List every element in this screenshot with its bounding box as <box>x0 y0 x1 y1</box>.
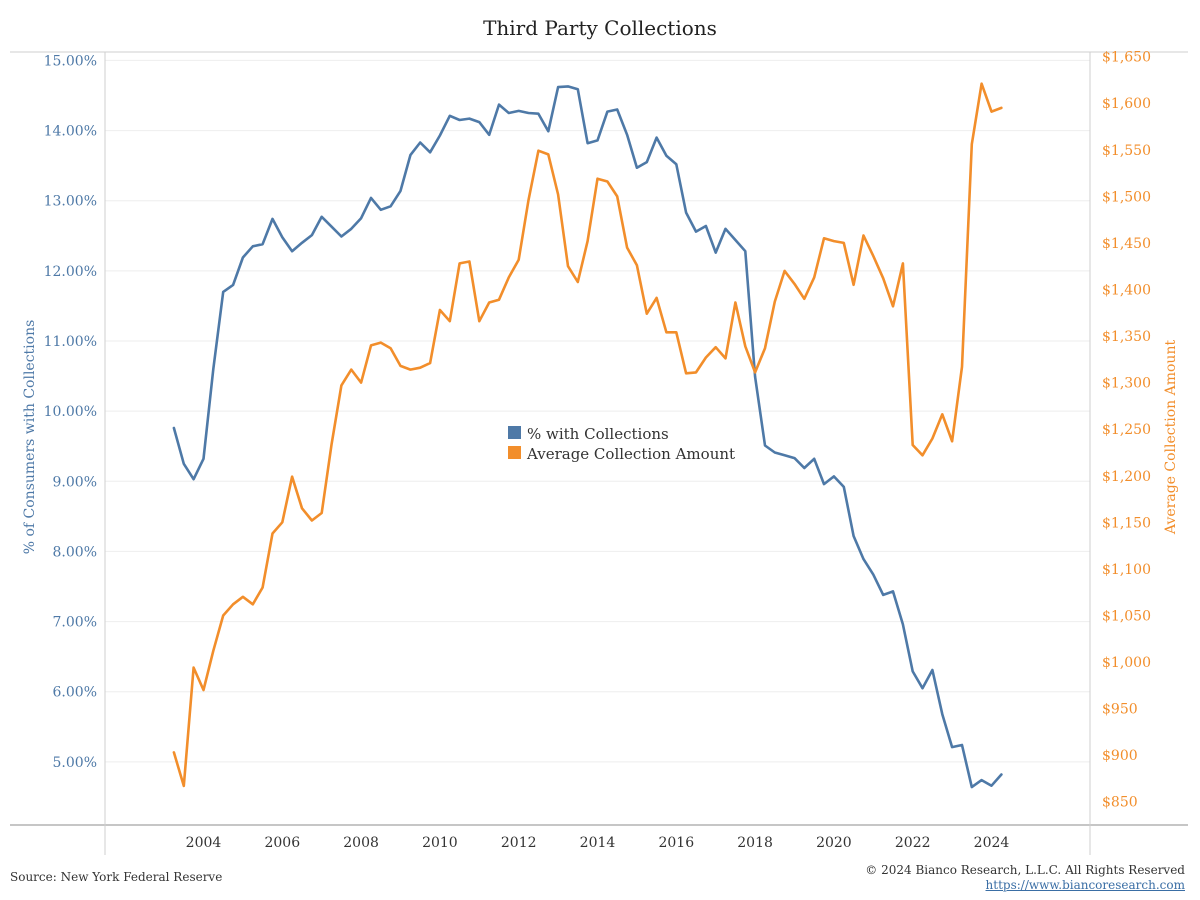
right-y-axis: $850 $900 $950 $1,000 $1,050 $1,100 $1,150 $1,2… <box>1102 50 1151 811</box>
left-tick-label: 8.00% <box>53 544 97 560</box>
chart-frame <box>10 51 1188 855</box>
legend-label-amount: Average Collection Amount <box>526 445 735 463</box>
left-y-axis: 5.00% 6.00% 7.00% 8.00% 9.00% 10.00% 11.00% 12.… <box>44 53 97 770</box>
chart-title: Third Party Collections <box>483 16 717 40</box>
right-tick-label: $950 <box>1102 702 1138 718</box>
right-tick-label: $1,000 <box>1102 655 1151 671</box>
legend-swatch-percent <box>508 426 521 439</box>
x-tick-label: 2004 <box>186 835 222 851</box>
right-tick-label: $1,200 <box>1102 469 1151 485</box>
right-tick-label: $850 <box>1102 795 1138 811</box>
x-tick-label: 2010 <box>422 835 458 851</box>
x-axis: 2004 2006 2008 2010 2012 2014 2016 2018 2020 2022… <box>186 835 1010 851</box>
left-axis-label: % of Consumers with Collections <box>22 320 38 555</box>
left-tick-label: 12.00% <box>44 264 97 280</box>
x-tick-label: 2016 <box>658 835 694 851</box>
right-tick-label: $1,050 <box>1102 608 1151 624</box>
left-tick-label: 15.00% <box>44 53 97 69</box>
right-axis-label: Average Collection Amount <box>1163 340 1179 536</box>
right-tick-label: $1,100 <box>1102 562 1151 578</box>
right-tick-label: $1,150 <box>1102 515 1151 531</box>
right-tick-label: $1,650 <box>1102 50 1151 66</box>
gridlines <box>105 59 1090 763</box>
right-tick-label: $1,500 <box>1102 189 1151 205</box>
right-tick-label: $1,400 <box>1102 282 1151 298</box>
x-tick-label: 2018 <box>737 835 773 851</box>
legend: % with Collections Average Collection Am… <box>508 425 735 463</box>
legend-swatch-amount <box>508 446 521 459</box>
x-tick-label: 2012 <box>501 835 537 851</box>
x-tick-label: 2006 <box>264 835 300 851</box>
x-tick-label: 2014 <box>580 835 616 851</box>
left-tick-label: 14.00% <box>44 124 97 140</box>
copyright-link[interactable]: https://www.biancoresearch.com <box>985 878 1185 892</box>
left-tick-label: 9.00% <box>53 474 97 490</box>
right-tick-label: $1,300 <box>1102 376 1151 392</box>
left-tick-label: 13.00% <box>44 194 97 210</box>
left-tick-label: 6.00% <box>53 685 97 701</box>
series-line-amount <box>172 82 1003 788</box>
left-tick-label: 10.00% <box>44 404 97 420</box>
right-tick-label: $1,550 <box>1102 143 1151 159</box>
right-tick-label: $1,450 <box>1102 236 1151 252</box>
x-tick-label: 2022 <box>895 835 931 851</box>
left-tick-label: 5.00% <box>53 755 97 771</box>
right-tick-label: $900 <box>1102 748 1138 764</box>
x-tick-label: 2008 <box>343 835 379 851</box>
right-tick-label: $1,600 <box>1102 96 1151 112</box>
copyright-note: © 2024 Bianco Research, L.L.C. All Right… <box>865 863 1185 877</box>
series-line-percent <box>172 85 1003 789</box>
left-tick-label: 7.00% <box>53 615 97 631</box>
left-tick-label: 11.00% <box>44 334 97 350</box>
legend-label-percent: % with Collections <box>527 425 669 443</box>
source-note: Source: New York Federal Reserve <box>10 870 223 884</box>
right-tick-label: $1,350 <box>1102 329 1151 345</box>
right-tick-label: $1,250 <box>1102 422 1151 438</box>
x-tick-label: 2020 <box>816 835 852 851</box>
x-tick-label: 2024 <box>974 835 1010 851</box>
series-lines <box>172 82 1003 789</box>
